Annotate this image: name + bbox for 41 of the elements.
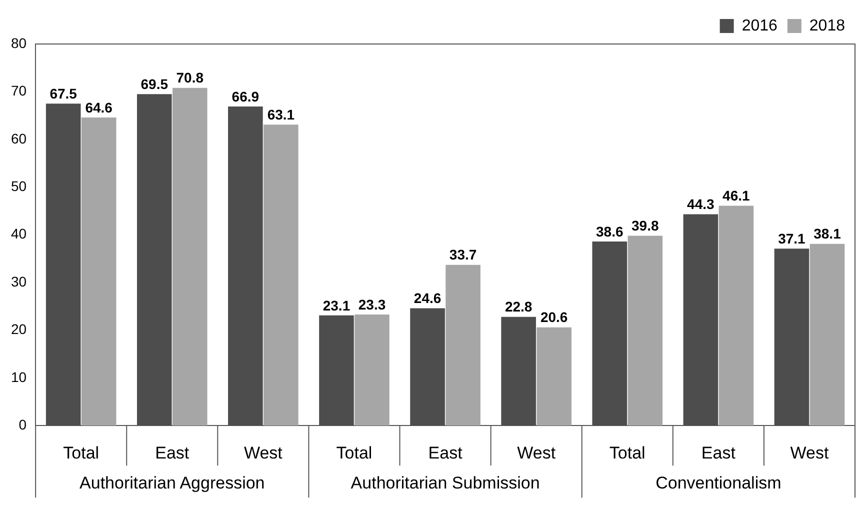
y-tick-label: 20 (10, 321, 27, 338)
data-label: 63.1 (267, 106, 295, 122)
data-label: 64.6 (85, 99, 113, 116)
x-tick-label: East (428, 443, 463, 462)
data-label: 70.8 (176, 70, 204, 86)
data-label: 37.1 (778, 230, 806, 246)
legend-label: 2018 (809, 17, 846, 34)
text: Authoritarian Submission (350, 473, 540, 492)
y-tick-label: 60 (10, 130, 27, 146)
data-label: 22.8 (504, 298, 532, 315)
data-label: 24.6 (414, 290, 442, 306)
data-label: 38.6 (596, 223, 624, 240)
x-tick-label: West (790, 443, 829, 462)
y-tick-label: 30 (10, 273, 27, 290)
x-tick-label: East (701, 443, 736, 462)
x-tick-label: East (155, 443, 190, 462)
y-tick-label: 0 (18, 416, 27, 432)
x-tick-label: Total (336, 443, 372, 462)
x-tick-label: West (517, 443, 556, 462)
x-tick-label: Total (63, 443, 100, 462)
data-label: 33.7 (449, 246, 477, 263)
data-label: 46.1 (722, 188, 750, 204)
y-tick-label: 40 (10, 226, 27, 242)
data-label: 44.3 (687, 196, 715, 212)
data-label: 69.5 (140, 76, 168, 92)
y-tick-label: 80 (10, 34, 27, 51)
data-label: 38.1 (814, 226, 842, 242)
y-tick-label: 50 (10, 178, 27, 194)
data-label: 67.5 (50, 85, 78, 102)
x-tick-label: West (244, 443, 283, 462)
data-label: 39.8 (632, 218, 659, 234)
text: Authoritarian Aggression (80, 473, 265, 492)
legend-label: 2016 (742, 17, 778, 34)
y-tick-label: 10 (10, 368, 27, 385)
data-label: 23.1 (322, 297, 350, 314)
x-tick-label: Total (609, 443, 646, 462)
data-label: 23.3 (358, 296, 386, 312)
text: Conventionalism (656, 473, 782, 492)
data-label: 66.9 (232, 88, 260, 104)
data-label: 20.6 (540, 309, 568, 326)
y-tick-label: 70 (10, 82, 27, 99)
